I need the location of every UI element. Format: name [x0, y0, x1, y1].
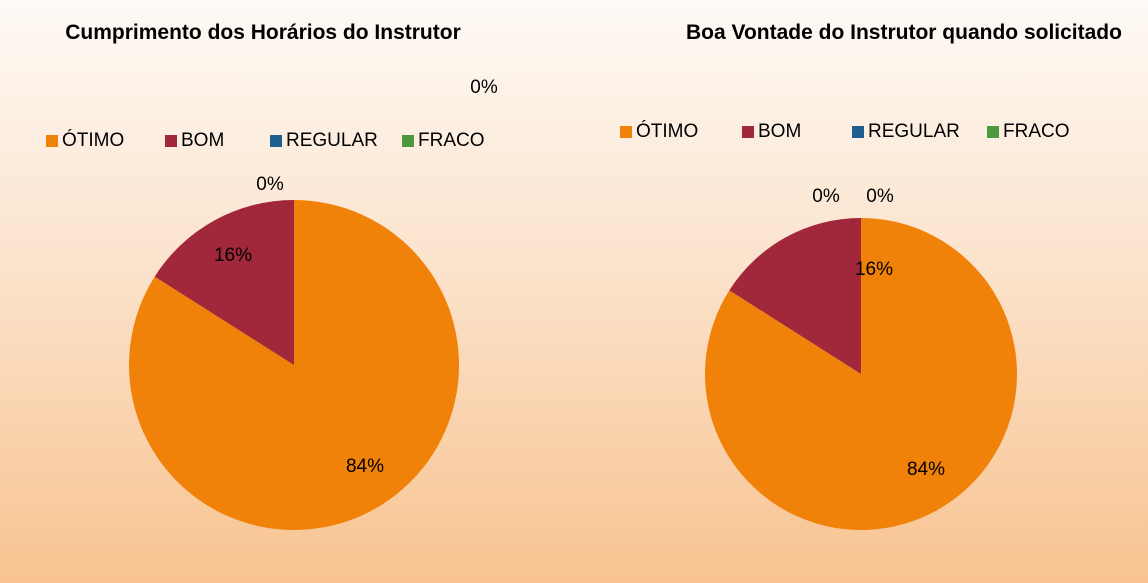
- chart-title: Cumprimento dos Horários do Instrutor: [65, 21, 461, 44]
- legend-swatch: [165, 135, 177, 147]
- legend-swatch: [402, 135, 414, 147]
- legend-swatch: [852, 126, 864, 138]
- data-label: 16%: [855, 259, 893, 280]
- pie-slice: [729, 218, 861, 374]
- pie-slice: [154, 200, 294, 365]
- legend-swatch: [987, 126, 999, 138]
- legend-swatch: [270, 135, 282, 147]
- data-label: 0%: [256, 174, 284, 195]
- legend-swatch: [742, 126, 754, 138]
- legend-label: FRACO: [1003, 121, 1070, 142]
- legend-swatch: [620, 126, 632, 138]
- chart: ÓTIMO BOM REGULAR FRACO 84% 16% 0% 0%: [46, 77, 498, 530]
- chart-title: Boa Vontade do Instrutor quando solicita…: [686, 21, 1122, 44]
- legend-label: BOM: [758, 121, 801, 142]
- data-label: 0%: [470, 77, 498, 98]
- legend-label: BOM: [181, 130, 224, 151]
- data-label: 84%: [907, 459, 945, 480]
- data-label: 16%: [214, 245, 252, 266]
- data-label: 0%: [866, 186, 894, 207]
- data-label: 0%: [812, 186, 840, 207]
- chart-panel: Cumprimento dos Horários do Instrutor ÓTI…: [0, 0, 574, 583]
- legend-swatch: [46, 135, 58, 147]
- chart-panel: Boa Vontade do Instrutor quando solicita…: [574, 0, 1148, 583]
- data-label: 84%: [346, 456, 384, 477]
- legend-label: REGULAR: [868, 121, 960, 142]
- legend-label: ÓTIMO: [636, 120, 698, 142]
- legend-label: ÓTIMO: [62, 129, 124, 151]
- legend-label: FRACO: [418, 130, 485, 151]
- pie-slice: [129, 200, 460, 530]
- chart: ÓTIMO BOM REGULAR FRACO 84% 16% 0% 0%: [620, 120, 1070, 530]
- legend-label: REGULAR: [286, 130, 378, 151]
